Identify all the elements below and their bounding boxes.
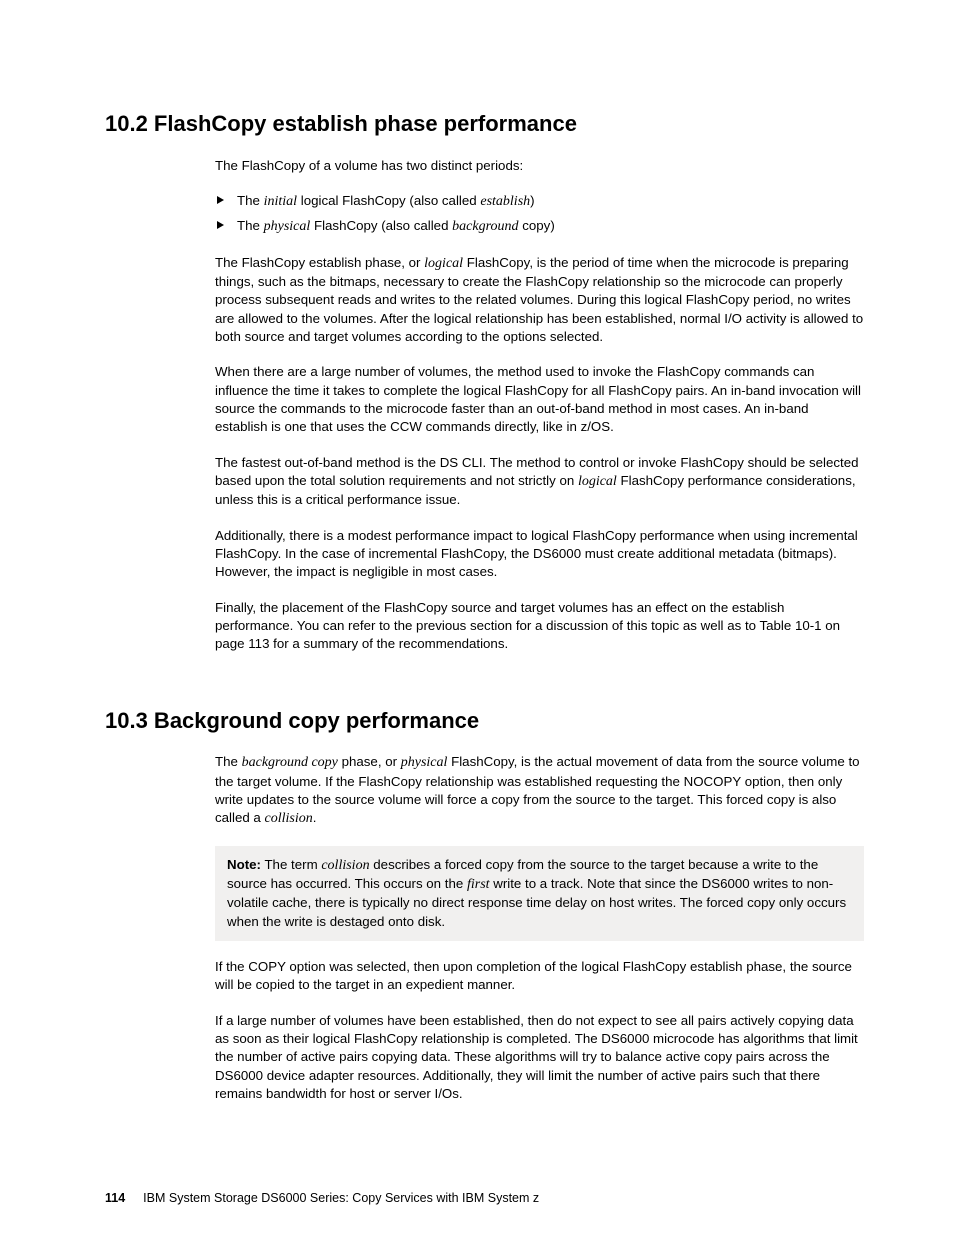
intro-paragraph: The FlashCopy of a volume has two distin… — [215, 157, 864, 175]
bullet-text: logical FlashCopy (also called — [297, 193, 480, 208]
text-run: The — [215, 754, 242, 769]
text-run: The FlashCopy establish phase, or — [215, 255, 424, 270]
paragraph: When there are a large number of volumes… — [215, 363, 864, 436]
text-run: The term — [261, 857, 321, 872]
bullet-text: FlashCopy (also called — [310, 218, 452, 233]
paragraph: Finally, the placement of the FlashCopy … — [215, 599, 864, 654]
italic-text: physical — [401, 755, 448, 770]
paragraph: The background copy phase, or physical F… — [215, 753, 864, 828]
paragraph: The fastest out-of-band method is the DS… — [215, 454, 864, 510]
triangle-right-icon — [217, 221, 224, 229]
bullet-list: The initial logical FlashCopy (also call… — [215, 192, 864, 237]
italic-text: logical — [578, 474, 617, 489]
section-heading-10-3: 10.3 Background copy performance — [105, 707, 864, 736]
page-number: 114 — [105, 1191, 125, 1205]
paragraph: If the COPY option was selected, then up… — [215, 958, 864, 995]
italic-text: first — [467, 877, 490, 892]
bullet-text: The — [237, 193, 264, 208]
italic-text: logical — [424, 256, 463, 271]
triangle-right-icon — [217, 196, 224, 204]
note-box: Note: The term collision describes a for… — [215, 846, 864, 941]
list-item: The physical FlashCopy (also called back… — [215, 217, 864, 236]
bullet-text: copy) — [519, 218, 555, 233]
text-run: . — [313, 810, 317, 825]
list-item: The initial logical FlashCopy (also call… — [215, 192, 864, 211]
italic-text: physical — [264, 219, 311, 234]
italic-text: collision — [321, 858, 369, 873]
italic-text: background — [452, 219, 518, 234]
bullet-text: The — [237, 218, 264, 233]
page: 10.2 FlashCopy establish phase performan… — [0, 0, 954, 1235]
paragraph: The FlashCopy establish phase, or logica… — [215, 254, 864, 347]
section-heading-10-2: 10.2 FlashCopy establish phase performan… — [105, 110, 864, 139]
italic-text: initial — [264, 194, 297, 209]
section-10-3-body: The background copy phase, or physical F… — [215, 753, 864, 1103]
text-run: phase, or — [338, 754, 401, 769]
note-label: Note: — [227, 857, 261, 872]
section-gap — [105, 671, 864, 707]
footer-title: IBM System Storage DS6000 Series: Copy S… — [143, 1191, 539, 1205]
paragraph: If a large number of volumes have been e… — [215, 1012, 864, 1104]
italic-text: background copy — [242, 755, 338, 770]
section-10-2-body: The FlashCopy of a volume has two distin… — [215, 157, 864, 654]
paragraph: Additionally, there is a modest performa… — [215, 527, 864, 582]
italic-text: establish — [480, 194, 530, 209]
italic-text: collision — [265, 811, 313, 826]
bullet-text: ) — [530, 193, 534, 208]
page-footer: 114 IBM System Storage DS6000 Series: Cop… — [105, 1191, 539, 1205]
